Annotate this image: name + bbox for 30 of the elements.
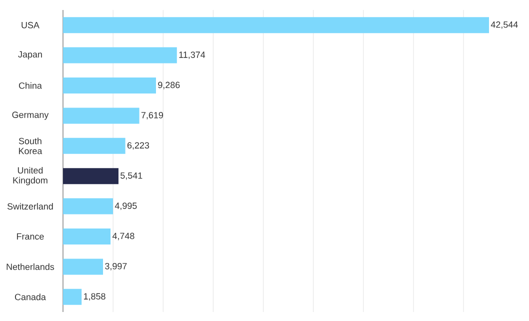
bar	[63, 17, 490, 34]
bar	[63, 47, 177, 64]
bar	[63, 138, 126, 154]
bar	[63, 288, 82, 305]
data-label: 4,748	[112, 232, 134, 240]
y-tick-label: USA	[22, 22, 40, 28]
y-tick-label: United Kingdom	[13, 166, 48, 186]
data-label: 3,997	[105, 262, 127, 270]
data-label: 11,374	[179, 52, 206, 59]
y-tick-label: Netherlands	[6, 263, 54, 270]
y-tick-label: Japan	[18, 51, 42, 60]
bar	[63, 258, 104, 275]
y-tick-label: France	[17, 233, 44, 240]
data-label: 42,544	[490, 21, 518, 29]
y-tick-label: South Korea	[18, 138, 42, 154]
data-label: 7,619	[141, 112, 163, 120]
data-label: 9,286	[158, 82, 180, 90]
y-tick-label: Germany	[12, 112, 49, 120]
bar	[63, 168, 118, 184]
bar	[63, 78, 156, 94]
y-tick-label: Switzerland	[7, 203, 53, 210]
bar	[63, 108, 140, 124]
data-label: 5,541	[120, 172, 142, 180]
bar	[63, 198, 114, 214]
data-label: 1,858	[84, 293, 106, 301]
y-tick-label: China	[18, 82, 42, 89]
data-label: 6,223	[127, 142, 150, 150]
y-tick-label: Canada	[14, 294, 46, 300]
bar	[63, 228, 111, 245]
data-label: 4,995	[114, 202, 137, 210]
